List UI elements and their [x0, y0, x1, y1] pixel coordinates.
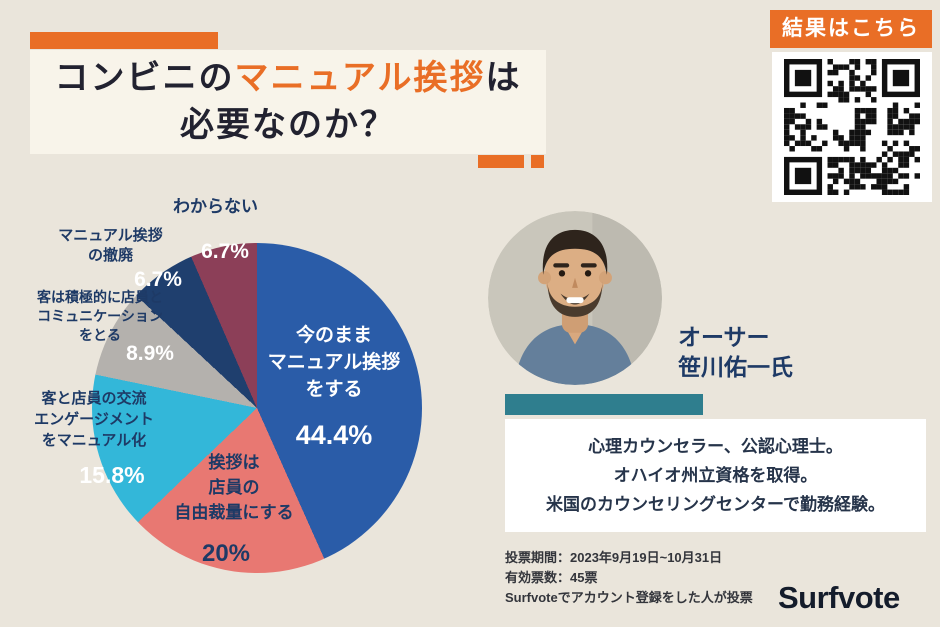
- page-title-part3: は: [485, 59, 522, 97]
- title-box: コンビニのマニュアル挨拶は 必要なのか？: [30, 50, 546, 154]
- teal-accent-bar: [505, 394, 703, 415]
- poll-valid-votes: 有効票数：45票: [505, 570, 598, 585]
- qr-code-image: [784, 59, 920, 195]
- pie-label-staff-discretion: 挨拶は 店員の 自由裁量にする: [174, 453, 294, 522]
- pie-label-keep-manual-greeting: 今のまま マニュアル挨拶 をする: [267, 325, 401, 400]
- poll-period: 投票期間：2023年9月19日~10月31日: [505, 550, 723, 565]
- author-bio-line: オハイオ州立資格を取得。: [613, 466, 818, 485]
- author-portrait-illustration: [488, 211, 662, 385]
- author-bio-box: 心理カウンセラー、公認心理士。 オハイオ州立資格を取得。 米国のカウンセリングセ…: [505, 419, 926, 532]
- pie-value-keep-manual-greeting: 44.4%: [295, 420, 373, 450]
- pie-chart: [92, 243, 422, 573]
- author-bio-line: 心理カウンセラー、公認心理士。: [588, 437, 843, 456]
- poll-note: Surfvoteでアカウント登録をした人が投票: [505, 590, 753, 605]
- pie-value-customer-communication: 8.9%: [126, 342, 174, 365]
- poll-info: 投票期間：2023年9月19日~10月31日 有効票数：45票 Surfvote…: [505, 548, 753, 608]
- pie-value-staff-discretion: 20%: [201, 540, 251, 567]
- author-name: 笹川佑一氏: [678, 354, 793, 380]
- surfvote-logo: Surfvote: [778, 580, 900, 615]
- author-photo: [488, 211, 662, 385]
- page-title-part1: コンビニの: [54, 59, 235, 97]
- pie-value-manualize-engagement: 15.8%: [79, 462, 145, 488]
- pie-label-abolish-manual-greeting: マニュアル挨拶 の撤廃: [58, 227, 163, 264]
- pie-label-manualize-engagement: 客と店員の交流 エンゲージメント をマニュアル化: [34, 390, 154, 449]
- page-title-part2-highlight: マニュアル挨拶: [234, 59, 486, 97]
- title-accent-bar-bottom: [478, 155, 524, 168]
- qr-code: [772, 52, 932, 202]
- pie-value-dont-know: 6.7%: [201, 240, 249, 263]
- title-accent-square: [531, 155, 544, 168]
- page-title-line2: 必要なのか？: [180, 106, 396, 144]
- pie-value-abolish-manual-greeting: 6.7%: [134, 268, 182, 291]
- page-title-line1: コンビニのマニュアル挨拶は: [30, 55, 546, 102]
- results-banner: 結果はこちら: [770, 10, 932, 48]
- author-role-label: オーサー: [678, 324, 770, 350]
- pie-label-dont-know: わからない: [173, 197, 258, 216]
- author-bio-line: 米国のカウンセリングセンターで勤務経験。: [546, 495, 885, 514]
- title-accent-bar-top: [30, 32, 218, 49]
- pie-label-customer-communication: 客は積極的に店員と コミュニケーション をとる: [37, 289, 163, 343]
